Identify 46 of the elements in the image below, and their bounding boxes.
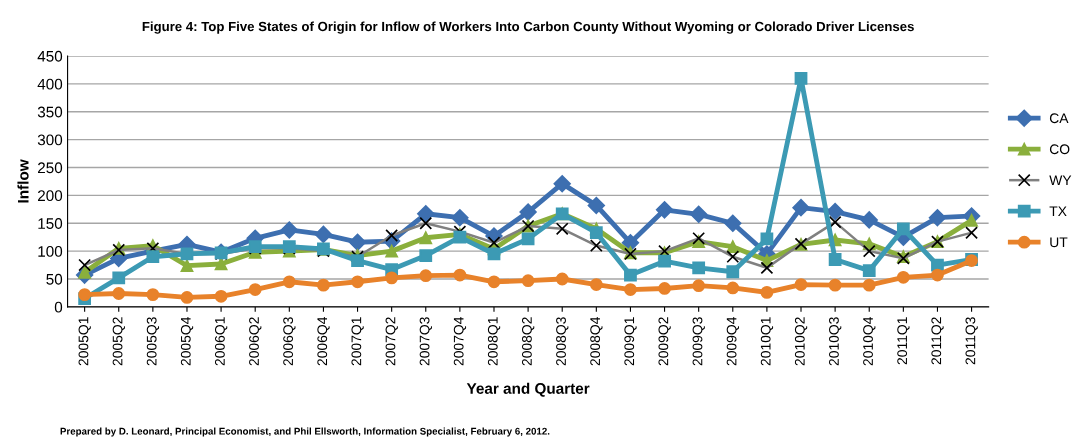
x-tick-label: 2011Q2 xyxy=(931,317,944,365)
x-tick-label: 2007Q1 xyxy=(351,317,364,366)
x-tick-label: 2005Q4 xyxy=(180,317,194,366)
x-tick-label: 2009Q2 xyxy=(658,317,671,366)
text: Prepared by D. Leonard, Principal Economist, and Phil Ellsworth, Information Specialist, February 6, 2012. xyxy=(60,427,550,437)
x-tick-label: 2010Q3 xyxy=(829,317,842,366)
x-tick-label: 2008Q4 xyxy=(590,317,603,366)
y-axis-title: Inflow xyxy=(17,159,29,203)
x-tick-label: 2007Q3 xyxy=(419,317,432,366)
y-tick-label: 100 xyxy=(38,246,63,257)
x-tick-label: 2008Q3 xyxy=(556,317,569,366)
x-tick-label: 2008Q2 xyxy=(522,317,535,366)
x-tick-label: 2010Q1 xyxy=(760,317,774,366)
legend-label: WY xyxy=(1049,175,1072,186)
x-tick-label: 2006Q1 xyxy=(214,317,228,366)
legend-label: UT xyxy=(1050,237,1068,248)
x-tick-label: 2009Q3 xyxy=(692,317,705,366)
legend-label: CA xyxy=(1049,113,1069,124)
x-tick-label: 2011Q1 xyxy=(897,317,910,365)
x-tick-label: 2011Q3 xyxy=(965,317,978,365)
legend-label: TX xyxy=(1049,206,1067,217)
x-tick-label: 2007Q2 xyxy=(385,317,398,366)
x-tick-label: 2005Q3 xyxy=(146,317,160,366)
y-tick-label: 300 xyxy=(37,134,63,146)
x-tick-label: 2005Q2 xyxy=(112,317,125,366)
legend-label: CO xyxy=(1049,144,1070,155)
y-tick-label: 250 xyxy=(38,162,63,174)
y-tick-label: 150 xyxy=(38,218,63,229)
x-tick-label: 2005Q1 xyxy=(78,317,91,366)
x-axis-title: Year and Quarter xyxy=(466,382,590,397)
x-tick-label: 2006Q4 xyxy=(317,317,330,366)
y-tick-label: 400 xyxy=(37,78,63,90)
x-tick-label: 2007Q4 xyxy=(453,317,467,366)
x-tick-label: 2006Q3 xyxy=(283,317,296,366)
x-tick-label: 2010Q4 xyxy=(863,317,876,366)
x-tick-label: 2009Q1 xyxy=(624,317,637,366)
chart-title: Figure 4: Top Five States of Origin for Inflow of Workers Into Carbon County Without Wyoming or Colorado Driver Licenses xyxy=(142,21,914,34)
y-tick-label: 0 xyxy=(54,301,63,313)
x-tick-label: 2008Q1 xyxy=(487,317,501,366)
y-tick-label: 450 xyxy=(37,50,63,62)
x-tick-label: 2006Q2 xyxy=(249,317,262,366)
y-tick-label: 350 xyxy=(37,106,63,118)
y-tick-label: 50 xyxy=(46,273,63,285)
y-tick-label: 200 xyxy=(38,190,63,202)
x-tick-label: 2009Q4 xyxy=(726,317,739,366)
x-tick-label: 2010Q2 xyxy=(794,317,808,366)
